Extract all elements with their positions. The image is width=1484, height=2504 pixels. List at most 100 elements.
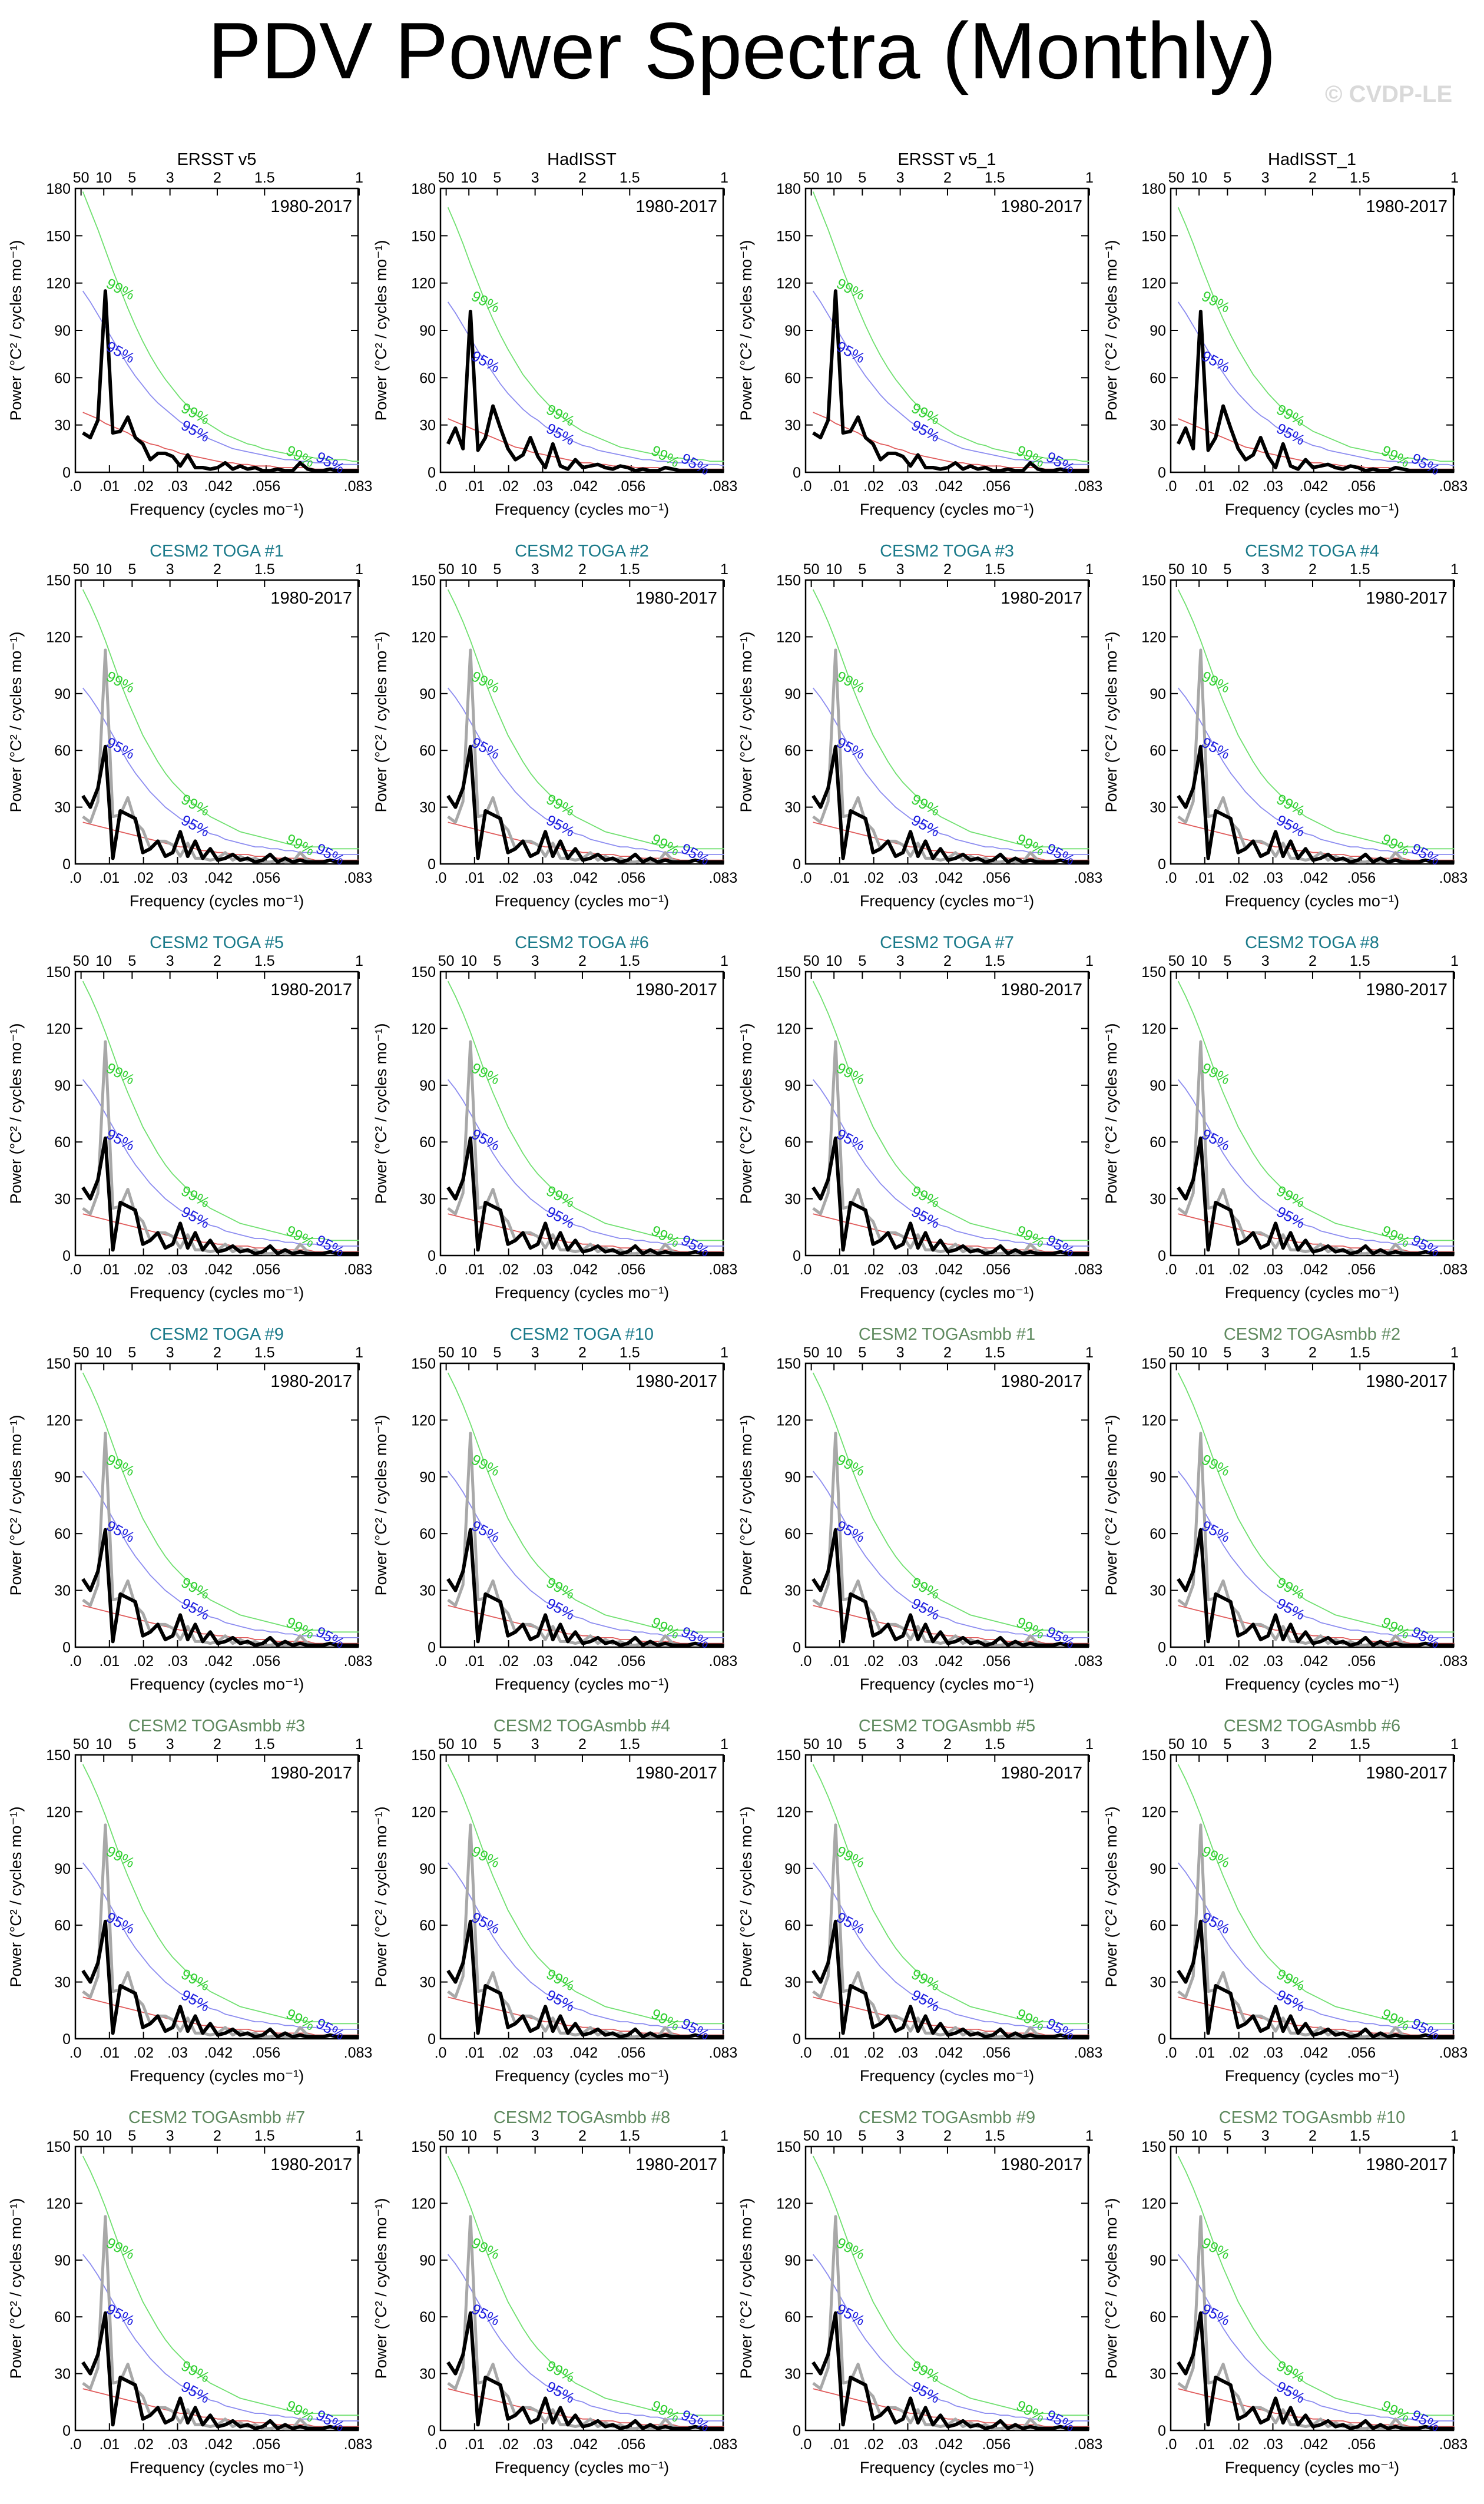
- x-tick-label: .01: [464, 2436, 485, 2453]
- x-axis-label: Frequency (cycles mo⁻¹): [495, 1675, 669, 1693]
- x-axis-label: Frequency (cycles mo⁻¹): [495, 2067, 669, 2085]
- rednoise-line: [82, 2388, 359, 2427]
- y-axis-label: Power (°C² / cycles mo⁻¹): [1102, 1806, 1120, 1987]
- period-tick-label: 3: [531, 2128, 539, 2144]
- period-text: 1980-2017: [1001, 2155, 1082, 2174]
- x-tick-label: .0: [69, 2436, 82, 2453]
- significance-label: 95%: [544, 1204, 577, 1232]
- y-tick-label: 60: [54, 370, 71, 386]
- y-tick-label: 120: [411, 629, 436, 645]
- panel-title: CESM2 TOGAsmbb #7: [128, 2108, 305, 2127]
- x-tick-label: .056: [982, 870, 1011, 886]
- x-tick-label: .03: [167, 870, 188, 886]
- y-tick-label: 60: [54, 743, 71, 759]
- period-tick-label: 5: [1223, 2128, 1231, 2144]
- period-tick-label: 3: [531, 170, 539, 186]
- period-tick-label: 5: [493, 1344, 501, 1361]
- period-tick-label: 5: [128, 953, 136, 969]
- chart-panel: 0 30 60 90 120 150 .0 .01 .02 .03 .042 .056 .083 50 10…: [1102, 2108, 1468, 2476]
- x-tick-label: .02: [1228, 1261, 1249, 1278]
- y-tick-label: 150: [776, 1356, 801, 1372]
- sig99-line: [447, 589, 724, 850]
- period-tick-label: 10: [461, 1736, 477, 1753]
- significance-label: 99%: [178, 1966, 212, 1994]
- sig99-line: [447, 207, 724, 462]
- rednoise-line: [813, 1996, 1089, 2036]
- chart-panel: 0 30 60 90 120 150 .0 .01 .02 .03 .042 .056 .083 50 10…: [737, 933, 1102, 1301]
- y-tick-label: 30: [784, 418, 801, 434]
- rednoise-line: [82, 1605, 359, 1644]
- y-tick-label: 30: [54, 800, 71, 816]
- x-tick-label: .042: [935, 478, 963, 495]
- x-tick-label: .042: [204, 478, 233, 495]
- period-tick-label: 5: [858, 170, 866, 186]
- x-tick-label: .083: [1074, 1653, 1103, 1670]
- chart-panel: 0 30 60 90 120 150 .0 .01 .02 .03 .042 .056 .083 50 10…: [1102, 1325, 1468, 1693]
- period-tick-label: 5: [493, 561, 501, 578]
- x-tick-label: .01: [1194, 870, 1215, 886]
- spectrum-line: [446, 744, 724, 864]
- sig99-line: [82, 2155, 359, 2416]
- y-tick-label: 0: [62, 2031, 71, 2048]
- x-tick-label: .02: [133, 478, 154, 495]
- x-tick-label: .03: [167, 2436, 188, 2453]
- y-tick-label: 0: [428, 1639, 436, 1656]
- sig99-line: [812, 2155, 1089, 2416]
- y-tick-label: 150: [46, 964, 71, 981]
- y-tick-label: 120: [776, 1412, 801, 1429]
- period-tick-label: 3: [531, 1736, 539, 1753]
- period-tick-label: 1: [355, 1344, 363, 1361]
- x-axis-label: Frequency (cycles mo⁻¹): [1225, 2067, 1399, 2085]
- x-tick-label: .01: [1194, 1261, 1215, 1278]
- x-tick-label: .01: [464, 870, 485, 886]
- period-tick-label: 3: [896, 170, 905, 186]
- x-tick-label: .02: [498, 1261, 519, 1278]
- y-axis-label: Power (°C² / cycles mo⁻¹): [372, 1415, 390, 1595]
- chart-panel: 0 30 60 90 120 150 .0 .01 .02 .03 .042 .056 .083 50 10…: [1102, 542, 1468, 910]
- x-tick-label: .02: [863, 2436, 884, 2453]
- x-tick-label: .01: [99, 2045, 120, 2061]
- y-tick-label: 0: [1158, 1639, 1166, 1656]
- rednoise-line: [1178, 1605, 1455, 1644]
- significance-label: 95%: [834, 2301, 867, 2329]
- x-axis-label: Frequency (cycles mo⁻¹): [1225, 2459, 1399, 2476]
- page-title: PDV Power Spectra (Monthly): [208, 6, 1276, 95]
- period-tick-label: 1: [355, 1736, 363, 1753]
- panel-title: CESM2 TOGAsmbb #6: [1224, 1717, 1400, 1735]
- period-tick-label: 50: [438, 953, 455, 969]
- x-tick-label: .083: [1074, 2436, 1103, 2453]
- y-tick-label: 30: [1150, 1583, 1166, 1599]
- y-tick-label: 60: [1150, 743, 1166, 759]
- y-tick-label: 30: [1150, 1191, 1166, 1208]
- x-tick-label: .0: [800, 478, 812, 495]
- y-tick-label: 0: [62, 1639, 71, 1656]
- significance-label: 99%: [909, 1966, 942, 1994]
- x-tick-label: .03: [1263, 1653, 1283, 1670]
- period-text: 1980-2017: [1001, 1372, 1082, 1391]
- y-tick-label: 30: [1150, 2366, 1166, 2383]
- period-tick-label: 1.5: [985, 170, 1005, 186]
- period-tick-label: 1.5: [620, 1344, 640, 1361]
- x-tick-label: .056: [1347, 2045, 1376, 2061]
- x-tick-label: .01: [464, 1653, 485, 1670]
- significance-label: 95%: [1199, 1126, 1233, 1154]
- y-tick-label: 60: [784, 2309, 801, 2326]
- rednoise-line: [82, 1996, 359, 2036]
- y-axis-label: Power (°C² / cycles mo⁻¹): [372, 631, 390, 812]
- significance-label: 99%: [178, 1574, 212, 1602]
- period-tick-label: 1.5: [254, 170, 275, 186]
- x-tick-label: .01: [464, 1261, 485, 1278]
- period-tick-label: 10: [95, 1344, 112, 1361]
- x-axis-label: Frequency (cycles mo⁻¹): [130, 501, 304, 518]
- x-tick-label: .02: [133, 1653, 154, 1670]
- y-tick-label: 180: [1141, 181, 1166, 197]
- y-tick-label: 150: [1141, 2139, 1166, 2155]
- y-tick-label: 0: [428, 856, 436, 873]
- x-tick-label: .056: [252, 870, 281, 886]
- panel-title: HadISST: [547, 150, 617, 169]
- x-tick-label: .056: [617, 2436, 646, 2453]
- y-axis-label: Power (°C² / cycles mo⁻¹): [7, 1806, 25, 1987]
- period-tick-label: 1.5: [620, 170, 640, 186]
- x-tick-label: .01: [99, 478, 120, 495]
- period-tick-label: 1: [355, 170, 363, 186]
